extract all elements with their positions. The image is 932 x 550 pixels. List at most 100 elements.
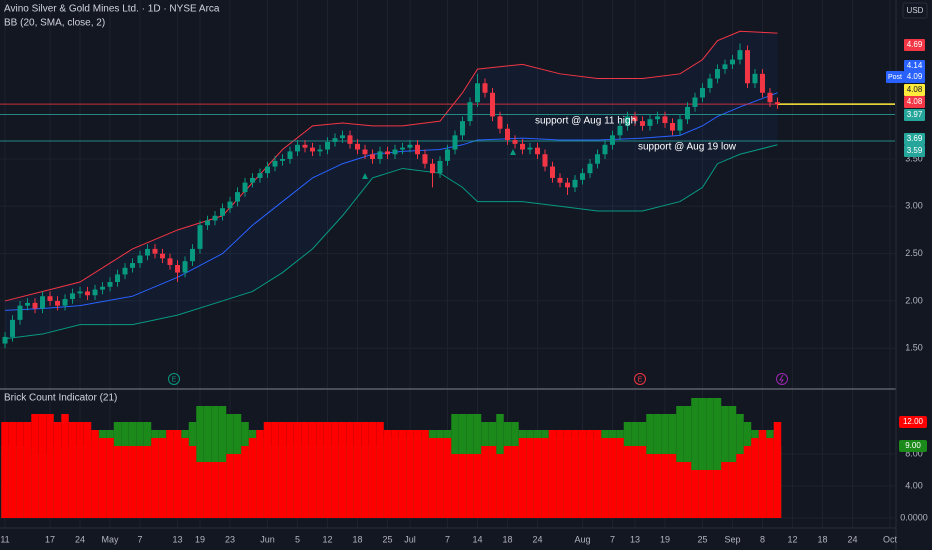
candle-body xyxy=(774,102,780,105)
price-tag-label: 4.08 xyxy=(907,85,923,94)
candle-body xyxy=(227,201,233,209)
indicator-bar xyxy=(691,398,699,518)
candle-body xyxy=(122,267,128,275)
earnings-icon[interactable]: E xyxy=(168,373,180,385)
candle-body xyxy=(467,102,473,122)
candle-body xyxy=(684,106,690,120)
indicator-bar xyxy=(263,422,272,518)
candle-body xyxy=(85,291,91,296)
indicator-bar xyxy=(428,438,437,518)
candle-body xyxy=(392,149,398,155)
candle-body xyxy=(257,173,263,178)
candle-body xyxy=(572,179,578,188)
candle-body xyxy=(647,119,653,126)
x-tick-label: 14 xyxy=(472,534,482,544)
indicator-bar xyxy=(203,462,212,518)
candle-body xyxy=(579,173,585,180)
candle-body xyxy=(92,289,98,296)
candle-body xyxy=(115,274,121,283)
indicator-bar xyxy=(488,446,497,518)
candle-body xyxy=(10,319,16,337)
indicator-bar xyxy=(751,438,759,518)
signal-marker xyxy=(362,173,368,179)
earnings-icon[interactable]: E xyxy=(634,373,646,385)
svg-text:E: E xyxy=(172,376,177,383)
candle-body xyxy=(722,64,728,70)
candle-body xyxy=(295,144,301,152)
indicator-bar xyxy=(218,462,227,518)
indicator-bar xyxy=(451,454,459,518)
band-upper xyxy=(4,30,778,302)
candle-body xyxy=(542,154,548,167)
indicator-bar xyxy=(166,430,174,518)
candle-body xyxy=(332,138,338,142)
indicator-bar xyxy=(586,430,594,518)
candle-body xyxy=(474,83,480,103)
indicator-bar xyxy=(53,422,62,518)
value-tag xyxy=(899,416,927,428)
candle-body xyxy=(452,135,458,150)
dividend-icon[interactable] xyxy=(776,373,788,385)
x-tick-label: 18 xyxy=(817,534,827,544)
indicator-bar xyxy=(473,454,482,518)
candle-body xyxy=(362,149,368,155)
currency-box[interactable] xyxy=(902,2,928,19)
y-tick-label: 3.50 xyxy=(905,153,923,163)
x-tick-label: Jun xyxy=(260,534,275,544)
price-tag xyxy=(904,96,925,108)
x-tick-label: 18 xyxy=(352,534,362,544)
indicator-bar xyxy=(691,470,699,518)
candle-body xyxy=(265,166,271,174)
indicator-bar xyxy=(458,454,467,518)
indicator-bar xyxy=(713,470,722,518)
candle-body xyxy=(534,147,540,155)
price-tag xyxy=(904,71,925,83)
candle-body xyxy=(130,263,136,268)
indicator-bar xyxy=(436,438,444,518)
indicator-bar xyxy=(481,446,489,518)
candle-body xyxy=(489,92,495,117)
indicator-bar xyxy=(706,398,714,518)
candle-body xyxy=(317,149,323,152)
candle-body xyxy=(190,248,196,262)
candle-body xyxy=(47,296,53,301)
indicator-bar xyxy=(533,438,542,518)
candle-body xyxy=(527,147,533,150)
plot xyxy=(0,30,895,518)
candle-body xyxy=(40,296,46,309)
candle-body xyxy=(744,50,750,84)
candle-body xyxy=(302,144,308,148)
y-tick-label: 1.50 xyxy=(905,343,923,353)
indicator-bar xyxy=(128,446,137,518)
candle-body xyxy=(400,147,406,150)
y-tick-label: 0.0000 xyxy=(900,512,928,522)
candle-body xyxy=(197,225,203,249)
indicator-bar xyxy=(616,438,624,518)
candle-body xyxy=(212,215,218,221)
indicator-bar xyxy=(331,422,339,518)
indicator-bar xyxy=(181,438,189,518)
indicator-bar xyxy=(398,430,407,518)
x-tick-label: Jul xyxy=(404,534,416,544)
candle-body xyxy=(639,121,645,126)
x-tick-label: 8 xyxy=(760,534,765,544)
x-tick-label: Sep xyxy=(724,534,740,544)
x-tick-label: 25 xyxy=(697,534,707,544)
price-tag-label: 4.14 xyxy=(907,61,923,70)
x-tick-label: 7 xyxy=(610,534,615,544)
x-tick-label: 7 xyxy=(138,534,143,544)
candle-body xyxy=(602,144,608,155)
price-tag xyxy=(904,109,925,121)
price-tag-label: 3.69 xyxy=(907,134,923,143)
indicator-bar xyxy=(443,438,452,518)
indicator-bar xyxy=(173,430,182,518)
signal-marker xyxy=(510,149,516,155)
candle-body xyxy=(729,59,735,65)
indicator-bar xyxy=(713,398,722,518)
indicator-bar xyxy=(308,422,317,518)
x-tick-label: 7 xyxy=(445,534,450,544)
svg-text:E: E xyxy=(638,376,643,383)
candle-body xyxy=(587,163,593,174)
y-tick-label: 2.50 xyxy=(905,248,923,258)
